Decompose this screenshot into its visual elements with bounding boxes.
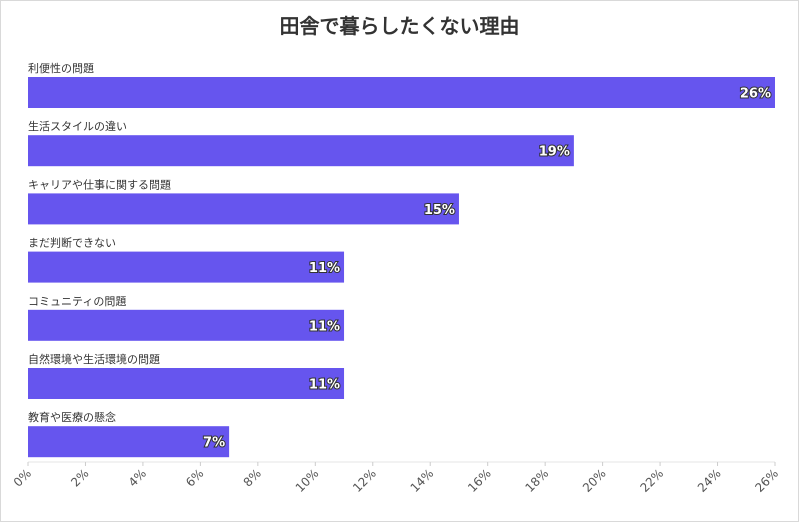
- data-label: 11%: [309, 319, 340, 334]
- category-label: まだ判断できない: [28, 236, 116, 250]
- x-tick-label: 6%: [183, 466, 206, 489]
- data-label: 15%: [424, 203, 455, 218]
- x-tick-label: 16%: [465, 466, 494, 495]
- x-tick-label: 0%: [11, 466, 34, 489]
- bar: [28, 193, 459, 225]
- x-tick-label: 18%: [523, 466, 552, 495]
- x-tick-label: 26%: [752, 466, 781, 495]
- bar: [28, 426, 230, 458]
- x-tick-label: 8%: [241, 466, 264, 489]
- category-label: 教育や医療の懸念: [28, 410, 116, 424]
- x-tick-label: 24%: [695, 466, 724, 495]
- x-tick-label: 20%: [580, 466, 609, 495]
- x-tick-label: 12%: [350, 466, 379, 495]
- data-label: 11%: [309, 261, 340, 276]
- bar: [28, 77, 775, 108]
- category-label: 生活スタイルの違い: [28, 119, 127, 133]
- bar: [28, 251, 345, 283]
- category-label: 利便性の問題: [28, 61, 94, 75]
- x-tick-label: 22%: [637, 466, 666, 495]
- category-label: キャリアや仕事に関する問題: [28, 178, 171, 191]
- x-tick-label: 14%: [408, 466, 437, 495]
- data-label: 19%: [539, 145, 570, 160]
- x-tick-label: 4%: [126, 466, 149, 489]
- x-axis: 0% 2% 4% 6% 8% 10% 12% 14% 16% 18% 20% 22% 24% 26%: [11, 461, 781, 495]
- category-label: 自然環境や生活環境の問題: [28, 352, 160, 366]
- data-label: 26%: [740, 87, 771, 102]
- bar: [28, 135, 574, 167]
- bar: [28, 309, 345, 341]
- x-tick-label: 10%: [293, 466, 322, 495]
- chart-title: 田舎で暮らしたくない理由: [279, 14, 520, 38]
- data-label: 7%: [203, 436, 225, 451]
- category-label: コミュニティの問題: [28, 295, 126, 308]
- bars-layer: 利便性の問題 26% 生活スタイルの違い 19% キャリアや仕事に関する問題 15% まだ判…: [28, 61, 775, 458]
- bar: [28, 368, 345, 399]
- data-label: 11%: [309, 378, 340, 393]
- x-tick-label: 2%: [68, 466, 91, 489]
